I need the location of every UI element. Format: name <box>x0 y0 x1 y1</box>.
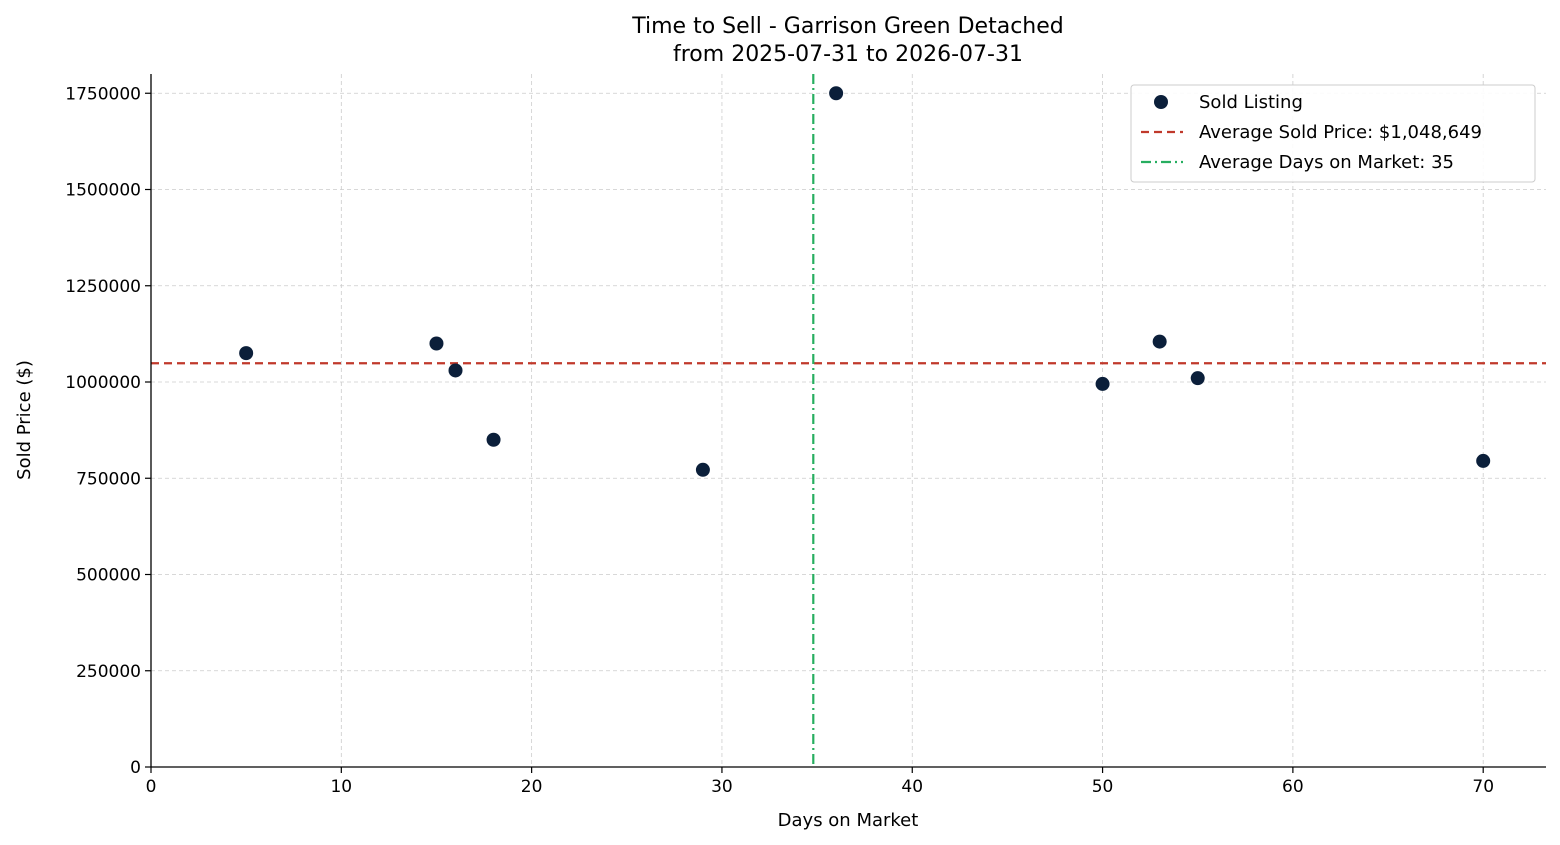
y-tick-label: 750000 <box>76 469 141 489</box>
x-tick-label: 50 <box>1092 777 1114 797</box>
legend-label-average-sold-price: Average Sold Price: $1,048,649 <box>1199 122 1482 143</box>
legend-marker-sold-listing <box>1154 95 1168 109</box>
legend-label-average-days: Average Days on Market: 35 <box>1199 152 1454 173</box>
y-axis-label: Sold Price ($) <box>14 360 35 480</box>
data-point <box>1152 334 1167 349</box>
x-tick-label: 0 <box>146 777 157 797</box>
legend-box <box>1130 84 1536 183</box>
data-point <box>1095 376 1110 391</box>
chart-title: Time to Sell - Garrison Green Detached f… <box>631 14 1064 67</box>
legend: Sold Listing Average Sold Price: $1,048,… <box>1130 84 1536 183</box>
x-tick-label: 70 <box>1472 777 1494 797</box>
data-point <box>1476 453 1491 468</box>
data-point <box>239 346 254 361</box>
y-tick-label: 250000 <box>76 662 141 682</box>
x-tick-label: 10 <box>330 777 352 797</box>
data-points <box>239 86 1491 477</box>
y-tick-label: 1000000 <box>65 373 141 393</box>
y-tick-label: 1250000 <box>65 277 141 297</box>
chart-title-line-2: from 2025-07-31 to 2026-07-31 <box>673 42 1023 67</box>
x-tick-label: 60 <box>1282 777 1304 797</box>
data-point <box>448 363 463 378</box>
x-tick-label: 20 <box>521 777 543 797</box>
data-point <box>429 336 444 351</box>
data-point <box>486 432 501 447</box>
y-tick-label: 1750000 <box>65 84 141 104</box>
y-tick-label: 1500000 <box>65 181 141 201</box>
data-point <box>695 462 710 477</box>
chart-title-line-1: Time to Sell - Garrison Green Detached <box>631 14 1064 39</box>
data-point <box>1190 371 1205 386</box>
x-axis-label: Days on Market <box>778 810 919 831</box>
x-tick-label: 40 <box>901 777 923 797</box>
y-tick-label: 500000 <box>76 566 141 586</box>
legend-label-sold-listing: Sold Listing <box>1199 92 1303 113</box>
x-tick-label: 30 <box>711 777 733 797</box>
reference-lines <box>151 74 1546 767</box>
y-tick-label: 0 <box>130 758 141 778</box>
axes: 0 10 20 30 40 50 60 70 0 250000 500000 750000 100000… <box>65 74 1546 797</box>
data-point <box>829 86 844 101</box>
